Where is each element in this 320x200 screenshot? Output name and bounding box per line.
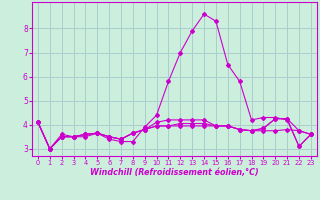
X-axis label: Windchill (Refroidissement éolien,°C): Windchill (Refroidissement éolien,°C) <box>90 168 259 177</box>
